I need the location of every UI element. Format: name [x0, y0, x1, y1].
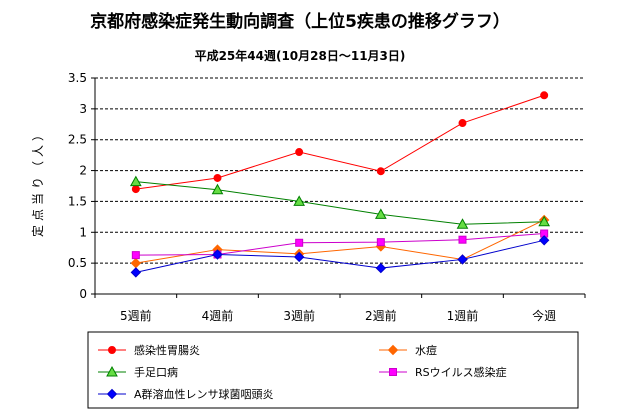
legend-marker	[389, 368, 397, 376]
axes	[91, 77, 586, 298]
grid-lines	[95, 77, 585, 264]
x-tick-label: 5週前	[120, 308, 152, 323]
x-tick-labels: 5週前 4週前 3週前 2週前 1週前 今週	[120, 308, 556, 323]
legend-marker	[106, 365, 118, 377]
chart-title: 京都府感染症発生動向調査（上位5疾患の推移グラフ）	[90, 11, 510, 32]
data-point	[457, 254, 468, 265]
legend-item: A群溶血性レンサ球菌咽頭炎	[98, 387, 274, 401]
x-tick-label: 3週前	[283, 308, 315, 323]
data-point	[375, 262, 387, 274]
series-line	[135, 239, 545, 273]
y-tick-label: 3.5	[68, 71, 87, 85]
y-tick-label: 2.5	[68, 133, 87, 147]
data-point	[130, 257, 142, 269]
data-point	[458, 119, 467, 128]
data-point	[131, 185, 140, 194]
y-axis-label-char: 点	[31, 209, 45, 221]
legend-label: A群溶血性レンサ球菌咽頭炎	[134, 387, 274, 401]
legend-marker	[108, 346, 116, 354]
y-axis-label-char: ）	[31, 129, 45, 141]
data-point	[131, 251, 140, 260]
y-axis-label-char: 人	[31, 145, 45, 157]
legend-marker	[106, 388, 118, 400]
x-tick-label: 今週	[532, 308, 556, 323]
series	[129, 91, 551, 278]
y-tick-labels: 0 0.5 1 1.5 2 2.5 3 3.5	[68, 71, 87, 301]
series-3	[129, 175, 551, 229]
legend-item: 水痘	[379, 343, 437, 357]
data-point	[456, 218, 469, 229]
legend-item: 手足口病	[98, 365, 178, 379]
y-tick-label: 2	[79, 164, 87, 178]
data-point	[213, 173, 222, 182]
legend-label: 手足口病	[134, 365, 178, 379]
data-point	[211, 183, 224, 195]
y-tick-label: 1	[79, 225, 87, 239]
y-tick-label: 1.5	[68, 194, 87, 208]
legend-box	[87, 331, 579, 409]
x-tick-label: 4週前	[202, 308, 234, 323]
legend-label: 水痘	[415, 343, 437, 357]
legend-item: RSウイルス感染症	[379, 365, 507, 379]
data-point	[540, 91, 549, 100]
data-point	[376, 167, 385, 176]
data-point	[293, 195, 306, 206]
data-point	[374, 208, 387, 219]
series-line	[135, 233, 545, 256]
data-point	[295, 238, 304, 247]
y-tick-label: 0.5	[68, 256, 87, 270]
legend-marker	[387, 344, 399, 356]
series-5	[130, 235, 550, 278]
legend-item: 感染性胃腸炎	[98, 343, 200, 357]
series-1	[131, 91, 549, 194]
data-point	[458, 235, 467, 244]
series-line	[135, 181, 545, 225]
data-point	[538, 215, 551, 227]
legend-label: 感染性胃腸炎	[134, 343, 200, 357]
x-tick-label: 2週前	[365, 308, 397, 323]
data-point	[212, 249, 223, 260]
data-point	[293, 251, 305, 263]
data-point	[376, 238, 385, 247]
data-point	[130, 267, 142, 278]
data-point	[538, 235, 550, 246]
y-axis-label-char: 定	[30, 225, 45, 237]
y-tick-label: 3	[79, 102, 87, 116]
y-axis-label-char: 当	[31, 193, 45, 205]
chart-subtitle: 平成25年44週(10月28日～11月3日)	[195, 48, 406, 63]
y-tick-label: 0	[79, 287, 87, 301]
y-axis-label-char: （	[31, 161, 45, 173]
data-point	[295, 148, 304, 157]
x-tick-label: 1週前	[447, 308, 479, 323]
series-line	[135, 94, 545, 190]
data-point	[129, 175, 142, 187]
series-line	[135, 219, 545, 264]
y-axis-label-char: り	[31, 177, 45, 189]
legend-label: RSウイルス感染症	[415, 365, 507, 379]
